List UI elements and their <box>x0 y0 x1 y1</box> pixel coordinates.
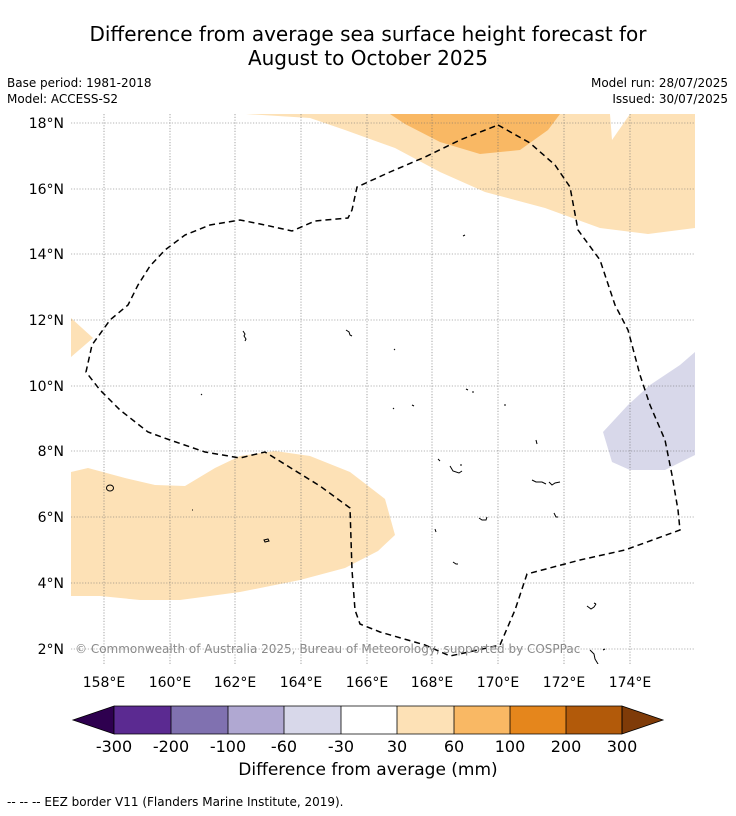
base-period: Base period: 1981-2018 <box>7 76 152 90</box>
white-notch <box>610 114 630 140</box>
negative-anomaly-east-30-60 <box>603 352 695 470</box>
lon-label: 168°E <box>411 675 454 691</box>
colorbar-segment <box>566 706 622 734</box>
lon-label: 164°E <box>280 675 323 691</box>
lon-label: 170°E <box>477 675 520 691</box>
colorbar-tick-label: 100 <box>495 737 526 756</box>
lat-label: 2°N <box>38 642 64 658</box>
title-line-1: Difference from average sea surface heig… <box>89 22 647 46</box>
colorbar: -300 -200 -100 -60 -30 30 60 100 200 300 <box>71 705 665 756</box>
positive-anomaly-south-30-60 <box>71 451 395 600</box>
model-name: Model: ACCESS-S2 <box>7 92 119 106</box>
colorbar-tick-label: -300 <box>96 737 132 756</box>
lat-label: 12°N <box>29 313 64 329</box>
colorbar-tick-label: 30 <box>387 737 407 756</box>
colorbar-extend-high <box>621 705 665 735</box>
title-line-2: August to October 2025 <box>247 46 489 70</box>
colorbar-segment <box>228 706 284 734</box>
colorbar-extend-low <box>71 705 115 735</box>
colorbar-tick-label: -30 <box>328 737 354 756</box>
lon-label: 172°E <box>543 675 586 691</box>
colorbar-segment <box>114 706 171 734</box>
colorbar-segment <box>341 706 397 734</box>
positive-anomaly-west-30-60 <box>71 318 93 357</box>
chart-title: Difference from average sea surface heig… <box>0 22 736 70</box>
latitude-labels: 18°N 16°N 14°N 12°N 10°N 8°N 6°N 4°N 2°N <box>29 116 64 658</box>
meta-right: Model run: 28/07/2025 Issued: 30/07/2025 <box>591 75 728 107</box>
colorbar-tick-label: 300 <box>607 737 638 756</box>
colorbar-segment <box>454 706 510 734</box>
colorbar-segment <box>397 706 454 734</box>
lat-label: 6°N <box>38 510 64 526</box>
issued-date: Issued: 30/07/2025 <box>612 92 728 106</box>
islands <box>106 234 606 664</box>
lon-label: 166°E <box>346 675 389 691</box>
colorbar-tick-label: -200 <box>153 737 189 756</box>
colorbar-tick-label: -60 <box>271 737 297 756</box>
map-plot-area: © Commonwealth of Australia 2025, Bureau… <box>71 114 695 664</box>
copyright-notice: © Commonwealth of Australia 2025, Bureau… <box>75 642 580 656</box>
lat-label: 10°N <box>29 379 64 395</box>
colorbar-tick-label: -100 <box>210 737 246 756</box>
lat-label: 16°N <box>29 182 64 198</box>
colorbar-segment <box>510 706 566 734</box>
eez-footnote: -- -- -- EEZ border V11 (Flanders Marine… <box>7 795 344 809</box>
colorbar-segment <box>171 706 228 734</box>
colorbar-tick-label: 60 <box>444 737 464 756</box>
colorbar-segment <box>284 706 341 734</box>
lat-label: 4°N <box>38 576 64 592</box>
lat-label: 14°N <box>29 247 64 263</box>
gridlines <box>71 114 695 664</box>
lat-label: 18°N <box>29 116 64 132</box>
colorbar-tick-label: 200 <box>551 737 582 756</box>
longitude-labels: 158°E 160°E 162°E 164°E 166°E 168°E 170°… <box>83 675 652 691</box>
meta-left: Base period: 1981-2018 Model: ACCESS-S2 <box>7 75 152 107</box>
eez-border <box>85 124 681 657</box>
lat-label: 8°N <box>38 444 64 460</box>
lon-label: 162°E <box>214 675 257 691</box>
colorbar-label: Difference from average (mm) <box>238 760 498 780</box>
positive-anomaly-north-30-60 <box>246 114 695 234</box>
lon-label: 174°E <box>609 675 652 691</box>
lon-label: 160°E <box>149 675 192 691</box>
model-run: Model run: 28/07/2025 <box>590 76 728 90</box>
lon-label: 158°E <box>83 675 126 691</box>
